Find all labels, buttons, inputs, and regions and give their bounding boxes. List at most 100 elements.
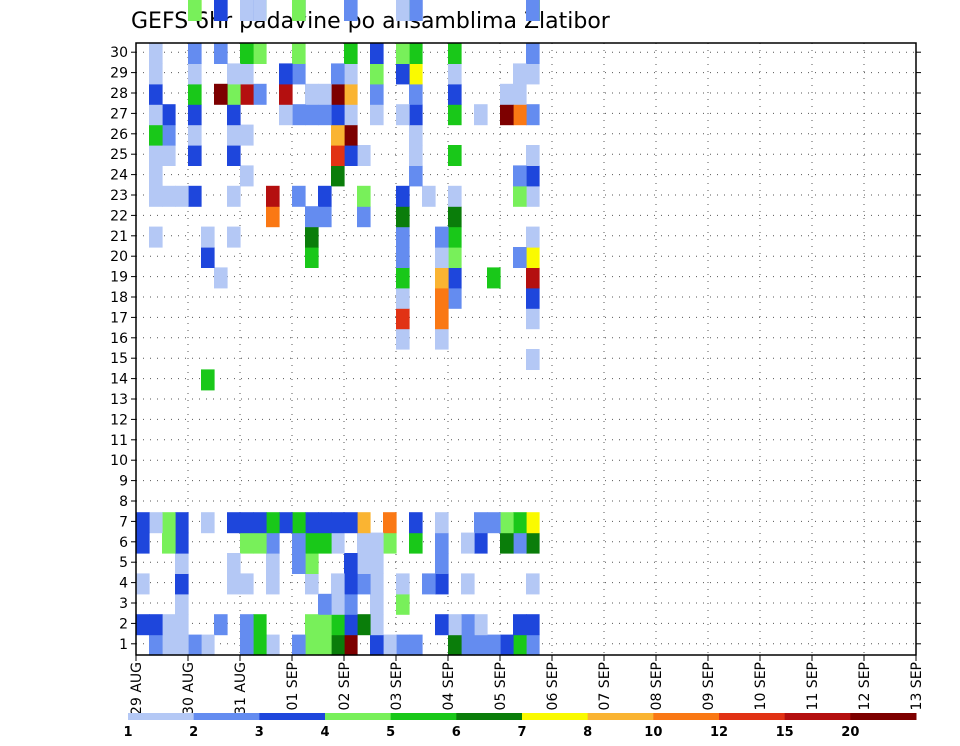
x-tick-label: 12 SEP	[857, 662, 873, 710]
heatmap-cell	[240, 532, 254, 554]
legend-label: 5	[386, 725, 395, 740]
heatmap-cell	[266, 553, 280, 574]
heatmap-cell	[162, 512, 176, 534]
heatmap-cell	[149, 512, 163, 534]
heatmap-cell	[188, 185, 202, 207]
heatmap-cell	[474, 512, 488, 534]
heatmap-cell	[266, 634, 280, 656]
plot-frame	[135, 42, 917, 656]
heatmap-cell	[331, 145, 345, 166]
heatmap-cell	[318, 532, 332, 554]
heatmap-cell	[448, 104, 462, 126]
heatmap-cell	[240, 124, 254, 146]
legend-swatch	[325, 713, 392, 720]
heatmap-cell	[435, 226, 449, 248]
y-tick-label: 17	[110, 310, 128, 326]
heatmap-cell	[305, 226, 319, 248]
heatmap-cell	[175, 512, 189, 534]
heatmap-cell	[474, 104, 488, 126]
x-tick-label: 11 SEP	[805, 662, 821, 710]
heatmap-cell	[370, 43, 384, 64]
heatmap-cell	[513, 185, 527, 207]
heatmap-cell	[409, 104, 423, 126]
x-tick-label: 08 SEP	[649, 662, 665, 710]
heatmap-cell	[240, 165, 254, 187]
heatmap-cell	[175, 185, 189, 207]
heatmap-cell	[331, 165, 345, 187]
heatmap-cell	[370, 614, 384, 636]
heatmap-cell	[136, 512, 150, 534]
heatmap-cell	[188, 0, 202, 21]
heatmap-cell	[227, 83, 241, 105]
x-tick-label: 05 SEP	[493, 662, 509, 710]
heatmap-cell	[461, 634, 475, 656]
legend-swatch	[522, 713, 589, 720]
heatmap-cell	[318, 185, 332, 207]
y-tick-label: 14	[110, 372, 128, 388]
heatmap-cell	[344, 553, 358, 574]
y-tick-label: 24	[110, 168, 128, 184]
heatmap-cell	[344, 145, 358, 166]
legend-label: 15	[776, 725, 794, 740]
heatmap-cell	[474, 614, 488, 636]
heatmap-cell	[448, 43, 462, 64]
heatmap-cell	[331, 614, 345, 636]
heatmap-cell	[188, 145, 202, 166]
heatmap-cell	[448, 206, 462, 228]
heatmap-cell	[344, 634, 358, 656]
heatmap-cell	[201, 247, 215, 268]
legend-layer: 1 2 3 4 5 6 7 8 10 12 15 20	[123, 713, 917, 740]
legend-swatch	[128, 713, 195, 720]
heatmap-cell	[188, 63, 202, 85]
heatmap-cell	[344, 124, 358, 146]
heatmap-cell	[448, 287, 462, 309]
y-tick-label: 6	[119, 535, 128, 551]
x-tick-label: 06 SEP	[545, 662, 561, 710]
y-tick-label: 7	[119, 514, 128, 530]
heatmap-cell	[448, 63, 462, 85]
y-tick-label: 18	[110, 290, 128, 306]
heatmap-cell	[149, 63, 163, 85]
x-tick-label: 03 SEP	[389, 662, 405, 710]
heatmap-cell	[253, 0, 267, 21]
heatmap-cell	[253, 43, 267, 64]
legend-label: 1	[123, 725, 132, 740]
heatmap-cell	[435, 532, 449, 554]
heatmap-cell	[318, 206, 332, 228]
heatmap-cell	[435, 512, 449, 534]
heatmap-cell	[305, 104, 319, 126]
heatmap-cell	[162, 532, 176, 554]
heatmap-cell	[292, 634, 306, 656]
heatmap-cell	[292, 553, 306, 574]
heatmap-cell	[279, 83, 293, 105]
y-tick-label: 11	[110, 433, 128, 449]
heatmap-cell	[357, 532, 371, 554]
heatmap-cell	[500, 634, 514, 656]
heatmap-cell	[448, 145, 462, 166]
y-tick-label: 22	[110, 208, 128, 224]
heatmap-cell	[149, 43, 163, 64]
heatmap-cell	[513, 532, 527, 554]
heatmap-cell	[526, 308, 540, 330]
heatmap-cell	[149, 83, 163, 105]
legend-label: 8	[583, 725, 592, 740]
heatmap-cell	[383, 512, 397, 534]
heatmap-cell	[201, 369, 215, 391]
heatmap-cell	[370, 104, 384, 126]
y-tick-label: 1	[119, 637, 128, 653]
heatmap-cell	[227, 104, 241, 126]
heatmap-cell	[305, 247, 319, 268]
legend-swatch	[456, 713, 523, 720]
y-tick-label: 26	[110, 127, 128, 143]
heatmap-cell	[149, 124, 163, 146]
heatmap-cell	[240, 43, 254, 64]
heatmap-cell	[318, 614, 332, 636]
legend-label: 3	[255, 725, 264, 740]
x-tick-label: 29 AUG	[129, 662, 145, 715]
heatmap-cell	[331, 83, 345, 105]
heatmap-cell	[448, 614, 462, 636]
y-tick-label: 20	[110, 249, 128, 265]
y-tick-label: 5	[119, 555, 128, 571]
legend-label: 2	[189, 725, 198, 740]
heatmap-cell	[240, 634, 254, 656]
